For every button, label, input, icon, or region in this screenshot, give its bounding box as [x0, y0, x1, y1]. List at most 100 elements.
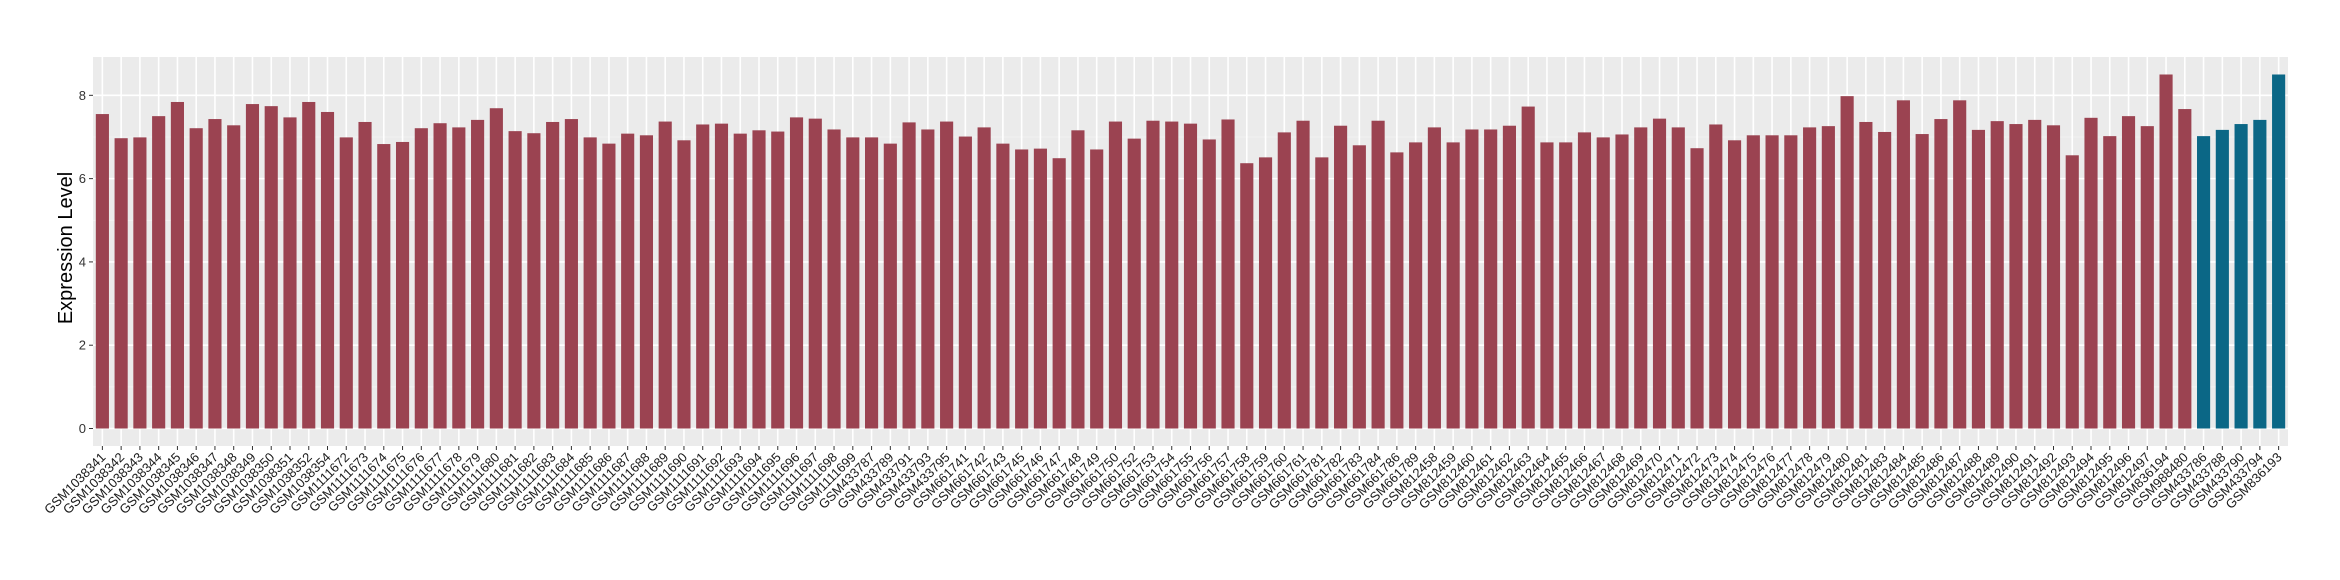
bar: [1746, 135, 1760, 429]
bar: [696, 124, 710, 429]
bar: [2028, 119, 2042, 429]
bar: [208, 119, 222, 429]
bar: [527, 133, 541, 429]
bar: [1165, 121, 1179, 429]
bar: [1465, 129, 1479, 429]
bar: [2084, 117, 2098, 429]
bar: [1971, 129, 1986, 429]
bar: [414, 128, 428, 429]
bar: [1409, 142, 1423, 429]
bar: [489, 108, 503, 429]
bar: [245, 104, 260, 429]
bar: [921, 129, 935, 429]
bar: [733, 133, 747, 429]
bar: [583, 137, 597, 429]
bar: [395, 141, 410, 429]
bar: [1784, 135, 1798, 429]
bar: [1052, 158, 1066, 429]
bars: [95, 74, 2286, 429]
bar: [1709, 124, 1723, 429]
y-tick-label: 0: [79, 421, 86, 436]
bar: [846, 137, 860, 429]
bar: [1840, 96, 1854, 429]
bar: [1296, 120, 1310, 429]
bar: [1878, 131, 1892, 429]
bar: [865, 137, 879, 429]
bar: [958, 136, 972, 429]
bar: [677, 140, 691, 429]
bar: [1915, 134, 1929, 429]
bar: [1577, 132, 1592, 429]
bar: [1859, 121, 1873, 429]
bar: [1427, 127, 1441, 429]
bar: [1671, 127, 1685, 429]
y-tick-label: 4: [79, 254, 86, 269]
bar: [2272, 74, 2286, 429]
bar: [1258, 157, 1273, 429]
bar: [1071, 130, 1085, 429]
bar: [1652, 118, 1667, 429]
bar: [546, 121, 560, 429]
bar: [1221, 119, 1235, 429]
bar: [1596, 137, 1610, 429]
bar: [1634, 127, 1648, 429]
y-axis: 0 2 4 6 8: [79, 88, 93, 436]
bar: [639, 135, 654, 429]
bar: [1690, 148, 1704, 429]
bar: [1334, 125, 1348, 429]
bar: [2197, 136, 2211, 429]
bar: [1502, 125, 1516, 429]
bar: [1146, 120, 1160, 429]
bar: [1521, 106, 1535, 429]
bar: [1953, 100, 1967, 429]
bar: [302, 101, 316, 429]
bar: [1446, 142, 1460, 429]
bar: [2009, 124, 2023, 429]
bar: [1315, 157, 1329, 429]
bar: [902, 122, 916, 429]
bar: [283, 117, 297, 429]
bar: [1033, 148, 1047, 429]
bar: [2065, 155, 2079, 429]
bar: [1202, 139, 1216, 429]
bar: [2159, 74, 2173, 429]
x-axis: GSM1038341GSM1038342GSM1038343GSM1038344…: [41, 446, 2285, 517]
bar: [789, 117, 804, 429]
bar: [2121, 116, 2136, 429]
bar: [189, 128, 203, 429]
bar: [1108, 121, 1123, 429]
y-tick-label: 8: [79, 88, 86, 103]
bar: [2103, 136, 2117, 429]
bar: [264, 106, 278, 429]
bar: [1803, 127, 1817, 429]
bar: [1127, 138, 1141, 429]
bar: [114, 138, 128, 429]
bar: [658, 121, 672, 429]
bar: [1727, 140, 1742, 429]
bar: [2046, 125, 2061, 429]
bar: [1352, 145, 1366, 429]
bar: [1765, 135, 1779, 429]
bar: [471, 119, 485, 429]
bar: [95, 114, 109, 429]
bar: [827, 129, 841, 429]
bar: [377, 144, 391, 429]
bar: [358, 121, 372, 429]
bar: [1390, 152, 1404, 429]
bar: [433, 123, 447, 429]
bar: [1896, 100, 1910, 429]
bar: [977, 127, 991, 429]
bar: [1371, 120, 1385, 429]
bar: [133, 137, 147, 429]
bar: [564, 119, 578, 429]
bar: [1615, 134, 1629, 429]
bar: [152, 116, 166, 429]
bar: [1484, 129, 1498, 429]
bar: [320, 111, 335, 429]
bar: [1090, 149, 1104, 429]
bar: [339, 137, 353, 429]
bar: [2140, 126, 2154, 429]
bar: [508, 131, 522, 429]
bar: [2178, 109, 2192, 429]
